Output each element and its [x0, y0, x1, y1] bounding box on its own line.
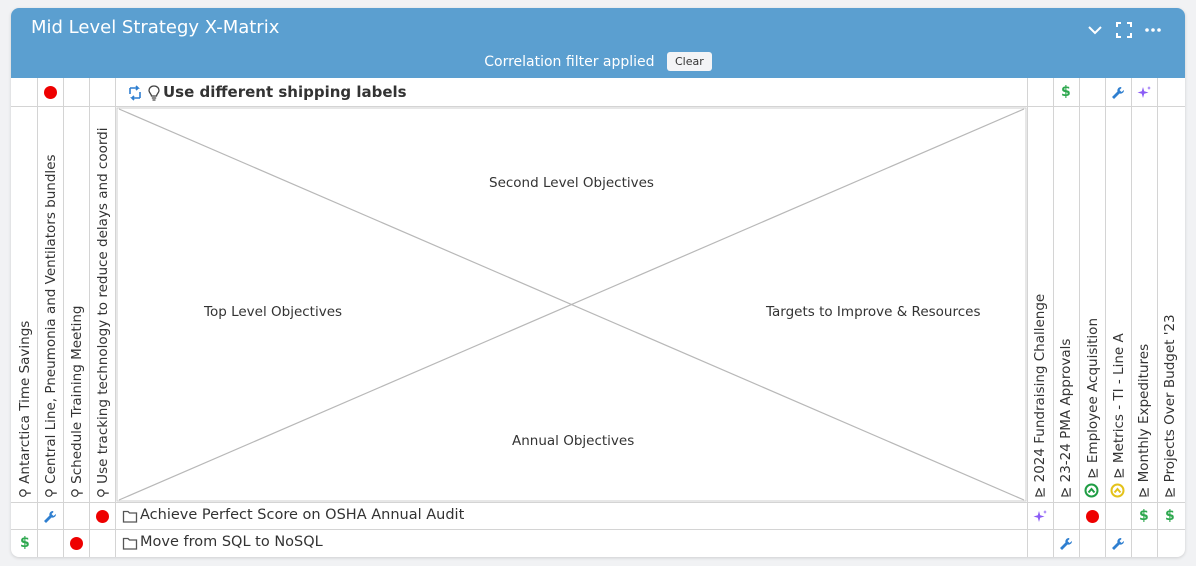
- right-column-5[interactable]: ⊵ Monthly Expeditures: [1136, 343, 1152, 498]
- clear-filter-button[interactable]: Clear: [666, 52, 712, 71]
- chart-icon: ⊵: [1032, 482, 1048, 498]
- matrix-grid: Use different shipping labels $ ⚲ Antarc…: [11, 78, 1185, 557]
- xmatrix-panel: Mid Level Strategy X-Matrix Correlation …: [11, 8, 1185, 557]
- sparkle-icon: [1137, 86, 1151, 98]
- quadrant-bottom-label: Annual Objectives: [512, 433, 635, 449]
- panel-title: Mid Level Strategy X-Matrix: [31, 17, 280, 38]
- bottom-row-2-label[interactable]: Move from SQL to NoSQL: [140, 534, 323, 550]
- left-column-4[interactable]: ⚲ Use tracking technology to reduce dela…: [95, 127, 111, 498]
- wrench-icon: [1060, 537, 1073, 550]
- status-yellow-icon: [1110, 483, 1125, 498]
- lightbulb-icon: ⚲: [95, 483, 111, 498]
- status-green-icon: [1084, 483, 1099, 498]
- sync-icon: [129, 85, 141, 101]
- left-column-3[interactable]: ⚲ Schedule Training Meeting: [69, 305, 85, 498]
- top-row-label[interactable]: Use different shipping labels: [163, 83, 407, 101]
- expand-icon[interactable]: [1114, 20, 1134, 40]
- lightbulb-icon: ⚲: [69, 483, 85, 498]
- wrench-icon: [1112, 86, 1125, 99]
- right-column-3[interactable]: ⊵ Employee Acquisition: [1084, 318, 1101, 498]
- folder-icon: [122, 510, 138, 523]
- correlation-dot[interactable]: [1086, 510, 1099, 523]
- panel-header: Mid Level Strategy X-Matrix Correlation …: [11, 8, 1185, 78]
- dollar-icon: $: [1061, 84, 1071, 100]
- lightbulb-icon: ⚲: [17, 483, 33, 498]
- lightbulb-icon: ⚲: [43, 483, 59, 498]
- chevron-down-icon[interactable]: [1085, 20, 1105, 40]
- dollar-icon: $: [20, 535, 30, 551]
- right-column-4[interactable]: ⊵ Metrics - TI - Line A: [1110, 333, 1127, 498]
- quadrant-right-label: Targets to Improve & Resources: [766, 304, 981, 320]
- correlation-dot[interactable]: [70, 537, 83, 550]
- wrench-icon: [44, 510, 57, 523]
- chart-icon: ⊵: [1085, 463, 1101, 479]
- wrench-icon: [1112, 537, 1125, 550]
- chart-icon: ⊵: [1136, 482, 1152, 498]
- left-column-1[interactable]: ⚲ Antarctica Time Savings: [17, 320, 33, 498]
- chart-icon: ⊵: [1162, 482, 1178, 498]
- correlation-dot[interactable]: [44, 86, 57, 99]
- chart-icon: ⊵: [1111, 463, 1127, 479]
- grid-lines: [11, 78, 1185, 557]
- filter-status-text: Correlation filter applied: [484, 54, 655, 70]
- quadrant-top-label: Second Level Objectives: [489, 175, 654, 191]
- filter-bar: Correlation filter applied Clear: [11, 52, 1185, 71]
- bottom-row-1-label[interactable]: Achieve Perfect Score on OSHA Annual Aud…: [140, 507, 465, 523]
- chart-icon: ⊵: [1058, 482, 1074, 498]
- lightbulb-icon: [148, 85, 160, 101]
- sparkle-icon: [1033, 510, 1047, 522]
- more-options-icon[interactable]: [1143, 20, 1163, 40]
- right-column-2[interactable]: ⊵ 23-24 PMA Approvals: [1058, 338, 1074, 498]
- folder-icon: [122, 537, 138, 550]
- left-column-2[interactable]: ⚲ Central Line, Pneumonia and Ventilator…: [43, 154, 59, 498]
- right-column-1[interactable]: ⊵ 2024 Fundraising Challenge: [1032, 293, 1048, 498]
- dollar-icon: $: [1165, 508, 1175, 524]
- quadrant-left-label: Top Level Objectives: [204, 304, 343, 320]
- right-column-6[interactable]: ⊵ Projects Over Budget '23: [1162, 314, 1178, 498]
- correlation-dot[interactable]: [96, 510, 109, 523]
- dollar-icon: $: [1139, 508, 1149, 524]
